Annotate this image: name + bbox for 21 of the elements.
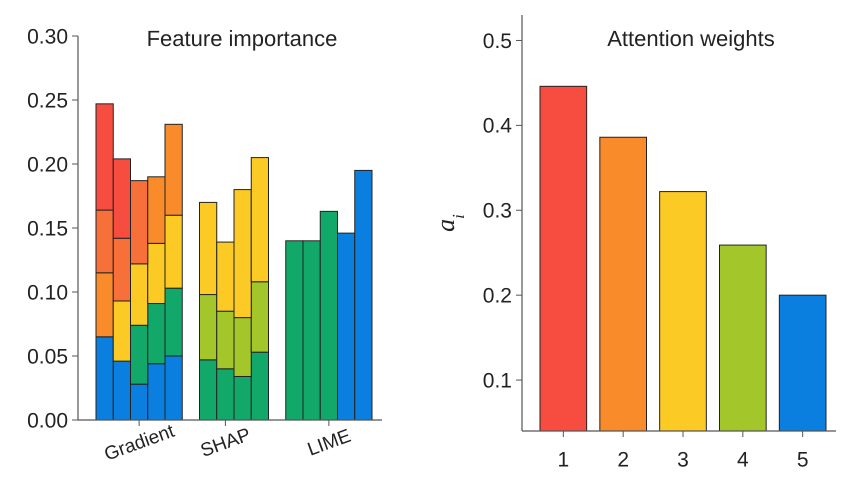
y-tick-label: 0.2 [482, 284, 512, 308]
y-tick-label: 0.15 [27, 217, 68, 240]
y-tick-label: 0.4 [482, 114, 512, 138]
y-tick-label: 0.05 [27, 345, 68, 368]
y-tick-label: 0.1 [482, 369, 512, 392]
y-tick-label: 0.20 [27, 153, 68, 176]
x-tick-label: 5 [796, 448, 809, 472]
y-tick-label: 0.5 [482, 30, 512, 53]
x-tick-label: 1 [557, 448, 570, 472]
text: Attention weights [607, 26, 775, 51]
y-tick-label: 0.30 [27, 25, 68, 48]
y-tick-label: 0.00 [27, 409, 68, 432]
x-tick-label: 2 [617, 448, 630, 472]
x-tick-label: SHAP [198, 424, 254, 462]
x-tick-label: 4 [736, 448, 749, 472]
chart-title: Feature importance [146, 26, 338, 51]
x-tick-label: LIME [304, 426, 354, 461]
y-tick-label: 0.10 [27, 281, 68, 304]
y-tick-label: 0.25 [27, 89, 68, 112]
y-tick-label: 0.3 [482, 200, 512, 223]
x-tick-label: 3 [677, 448, 689, 472]
